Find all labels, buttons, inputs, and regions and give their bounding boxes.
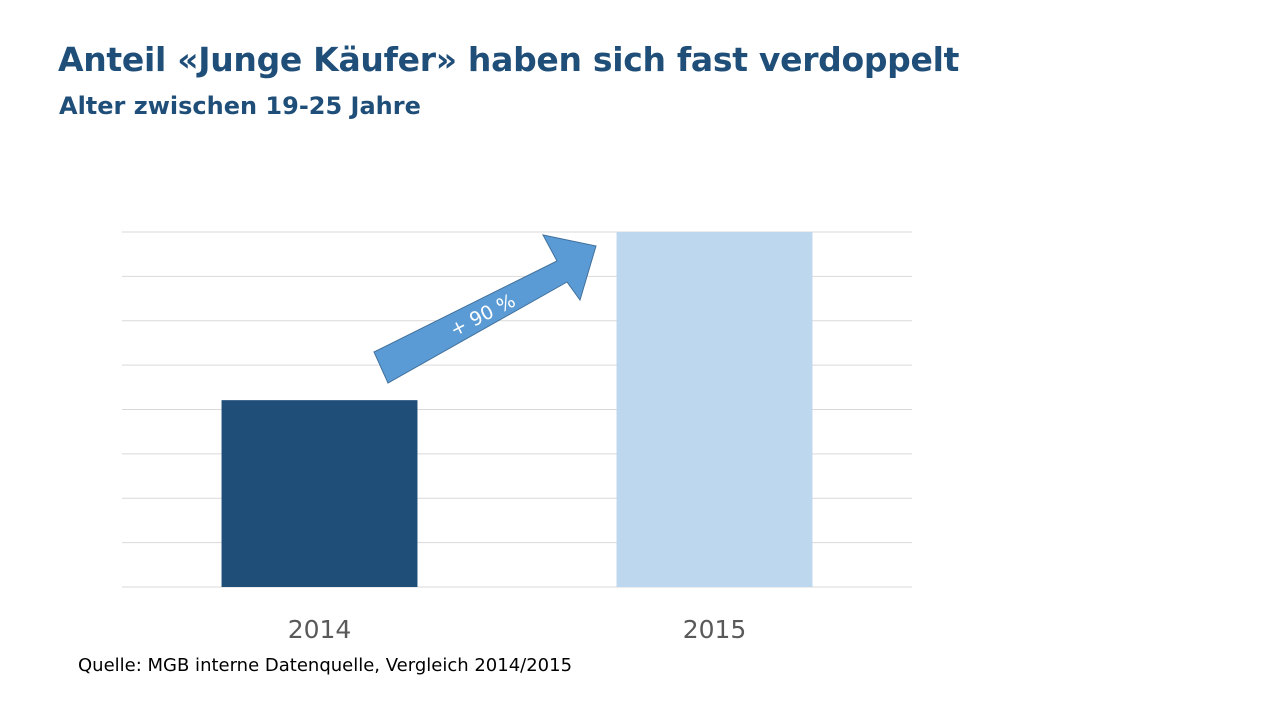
bars [221, 232, 813, 587]
bar-2015 [616, 232, 813, 587]
chart-subtitle: Alter zwischen 19-25 Jahre [59, 92, 421, 120]
source-note: Quelle: MGB interne Datenquelle, Verglei… [78, 655, 573, 676]
x-tick-label: 2015 [683, 615, 747, 644]
chart-title: Anteil «Junge Käufer» haben sich fast ve… [58, 40, 960, 79]
growth-arrow: + 90 % [373, 234, 597, 384]
x-tick-label: 2014 [288, 615, 352, 644]
bar-2014 [221, 400, 418, 587]
x-tick-labels: 2014 2015 [288, 615, 747, 644]
growth-arrow-shape [373, 234, 597, 384]
